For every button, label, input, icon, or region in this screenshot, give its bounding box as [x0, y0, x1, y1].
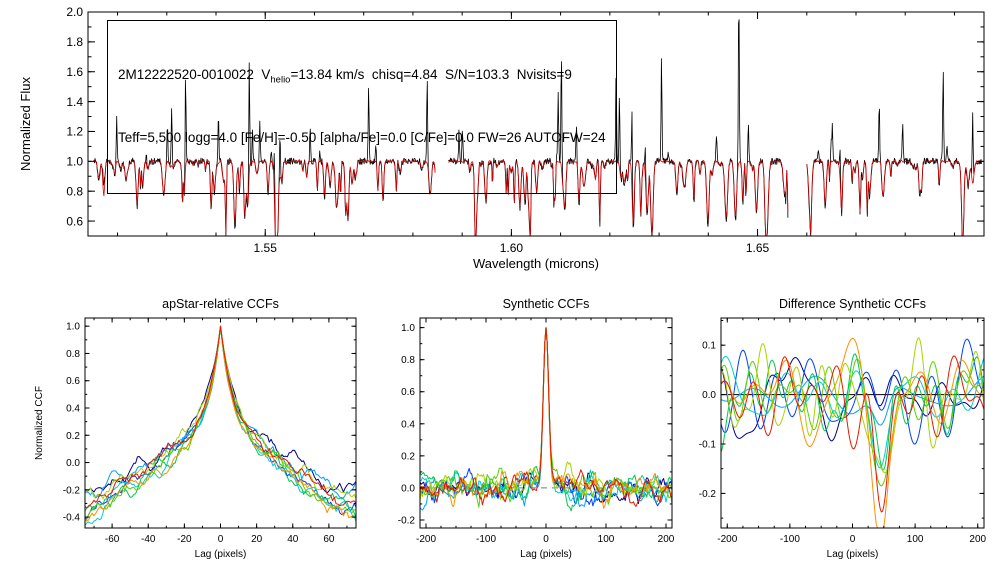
model-spectrum-line	[93, 160, 436, 237]
model-spectrum-line	[448, 160, 789, 237]
ccf_synth-x-tick-label: 0	[543, 534, 549, 545]
ccf_diff-x-tick-label: 200	[969, 534, 986, 545]
spectrum-axis-box	[87, 11, 985, 237]
spectrum-x-tick-label: 1.60	[500, 241, 524, 255]
ccf_synth-y-tick-label: -0.2	[398, 515, 416, 526]
ccf_diff-y-tick-label: 0.1	[702, 341, 716, 352]
ccf_apstar-x-tick-label: 60	[323, 534, 335, 545]
ccf_synth-title: Synthetic CCFs	[503, 297, 590, 311]
ccf_synth-panel: -200 -100 0 100 200 -0.2 0.0 0.2 0.4 0.6 0.8 1.0 Lag…	[398, 297, 675, 560]
ccf_synth-x-tick-label: -200	[416, 534, 436, 545]
ccf_synth-y-tick-label: 0.8	[401, 355, 415, 366]
ccf_diff-x-tick-label: -200	[717, 534, 737, 545]
spectrum-y-tick-label: 1.6	[66, 65, 83, 79]
ccf_diff-x-tick-label: -100	[780, 534, 800, 545]
spectrum-y-tick-label: 1.8	[66, 35, 83, 49]
ccf_apstar-y-tick-label: -0.4	[63, 513, 81, 524]
spectrum-x-tick-label: 1.55	[254, 241, 278, 255]
ccf_diff-x-tick-label: 100	[907, 534, 924, 545]
ccf_synth-xlabel: Lag (pixels)	[520, 549, 572, 560]
ccf_diff-title: Difference Synthetic CCFs	[779, 297, 926, 311]
spectrum-x-tick-label: 1.65	[746, 241, 770, 255]
spectrum-info-line1-pre: 2M12222520-0010022 V	[118, 66, 271, 82]
ccf-diff-curve-7	[720, 337, 985, 529]
ccf_apstar-y-tick-label: 1.0	[66, 322, 80, 333]
ccf-apstar-curve-5	[84, 325, 357, 521]
ccf_apstar-x-tick-label: -40	[141, 534, 156, 545]
ccf-apstar-curve-0	[84, 325, 357, 494]
ccf_diff-panel: -200 -100 0 100 200 -0.2 -0.1 0.0 0.1 Lag (pixels…	[699, 297, 987, 560]
observed-spectrum-line	[806, 71, 982, 237]
spectrum-info-line2: Teff=5,500 logg=4.0 [Fe/H]=-0.50 [alpha/…	[118, 129, 606, 145]
spectrum-info-vhelio-subscript: helio	[270, 74, 291, 86]
ccf_apstar-xlabel: Lag (pixels)	[195, 549, 247, 560]
ccf-diff-curve-8	[720, 355, 985, 513]
ccf-apstar-curve-8	[84, 325, 357, 509]
spectrum-y-tick-label: 1.0	[66, 155, 83, 169]
spectrum-xlabel: Wavelength (microns)	[473, 256, 599, 271]
ccf-diff-curve-6	[720, 337, 985, 474]
ccf_apstar-y-tick-label: 0.8	[66, 349, 80, 360]
ccf-synth-curve-0	[419, 327, 673, 505]
ccf_apstar-y-tick-label: 0.0	[66, 458, 80, 469]
ccf-apstar-curve-2	[84, 325, 357, 500]
spectrum-y-tick-label: 1.4	[66, 95, 83, 109]
ccf_apstar-x-tick-label: 0	[218, 534, 224, 545]
spectrum-panel: 1.55 1.60 1.65 0.6 0.8 1.0 1.2 1.4 1.6 1.8 2.0 Wave…	[18, 5, 985, 271]
ccf_diff-x-tick-label: 0	[850, 534, 856, 545]
ccf_apstar-ylabel: Normalized CCF	[34, 386, 45, 460]
ccf-synth-curve-7	[419, 327, 673, 509]
ccf_synth-x-tick-label: 200	[658, 534, 675, 545]
ccf_apstar-y-tick-label: 0.4	[66, 404, 80, 415]
ccf-apstar-curve-7	[84, 325, 357, 522]
ccf_synth-y-tick-label: 0.4	[401, 419, 415, 430]
ccf_apstar-panel: -60 -40 -20 0 20 40 60 -0.4 -0.2 0.0 0.2 0.4 0.6 0.8 1…	[34, 297, 357, 560]
ccf_synth-y-tick-label: 0.0	[401, 483, 415, 494]
spectrum-ylabel: Normalized Flux	[18, 77, 33, 171]
ccf_synth-y-tick-label: 1.0	[401, 323, 415, 334]
ccf_synth-y-tick-label: 0.2	[401, 451, 415, 462]
ccf-apstar-curve-3	[84, 325, 357, 526]
ccf_diff-xlabel: Lag (pixels)	[827, 549, 879, 560]
ccf_synth-axis-box	[419, 317, 673, 529]
ccf_apstar-x-tick-label: -20	[177, 534, 192, 545]
ccf_synth-y-tick-label: 0.6	[401, 387, 415, 398]
ccf_synth-x-tick-label: -100	[476, 534, 496, 545]
spectrum-y-tick-label: 1.2	[66, 125, 83, 139]
ccf_diff-y-tick-label: -0.1	[699, 440, 717, 451]
ccf-synth-curve-1	[419, 327, 673, 507]
ccf-diff-curve-5	[720, 358, 985, 487]
ccf_apstar-y-tick-label: -0.2	[63, 485, 81, 496]
ccf_apstar-y-tick-label: 0.6	[66, 376, 80, 387]
spectrum-y-tick-label: 2.0	[66, 5, 83, 19]
ccf_apstar-y-tick-label: 0.2	[66, 431, 80, 442]
ccf_apstar-x-tick-label: 20	[251, 534, 263, 545]
ccf_apstar-title: apStar-relative CCFs	[162, 297, 279, 311]
spectrum-y-tick-label: 0.8	[66, 184, 83, 198]
ccf_synth-x-tick-label: 100	[598, 534, 615, 545]
spectrum-info-line1-post: =13.84 km/s chisq=4.84 S/N=103.3 Nvisits…	[290, 66, 572, 82]
ccf_diff-y-tick-label: -0.2	[699, 489, 717, 500]
spectrum-y-tick-label: 0.6	[66, 214, 83, 228]
model-spectrum-line	[806, 160, 982, 237]
ccf-synth-curve-8	[419, 327, 673, 507]
spectrum-info-line1: 2M12222520-0010022 Vhelio=13.84 km/s chi…	[118, 65, 606, 88]
ccf_diff-y-tick-label: 0.0	[702, 390, 716, 401]
ccf_apstar-x-tick-label: 40	[287, 534, 299, 545]
spectrum-info-box: 2M12222520-0010022 Vhelio=13.84 km/s chi…	[107, 20, 617, 194]
ccf-synth-curve-5	[419, 327, 673, 508]
ccf-diff-curve-1	[720, 338, 985, 445]
ccf_apstar-x-tick-label: -60	[105, 534, 120, 545]
